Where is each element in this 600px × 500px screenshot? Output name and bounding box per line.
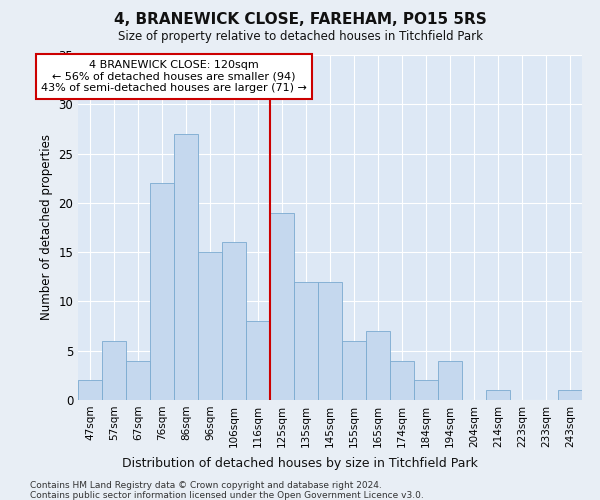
Bar xyxy=(198,252,222,400)
Text: Size of property relative to detached houses in Titchfield Park: Size of property relative to detached ho… xyxy=(118,30,482,43)
Bar xyxy=(150,183,174,400)
Bar xyxy=(366,331,390,400)
Bar xyxy=(102,341,126,400)
Bar xyxy=(318,282,342,400)
Bar xyxy=(390,360,414,400)
Bar xyxy=(486,390,510,400)
Bar xyxy=(438,360,462,400)
Bar xyxy=(342,341,366,400)
Bar xyxy=(246,321,270,400)
Text: Contains HM Land Registry data © Crown copyright and database right 2024.: Contains HM Land Registry data © Crown c… xyxy=(30,481,382,490)
Y-axis label: Number of detached properties: Number of detached properties xyxy=(40,134,53,320)
Bar xyxy=(222,242,246,400)
Text: Contains public sector information licensed under the Open Government Licence v3: Contains public sector information licen… xyxy=(30,491,424,500)
Text: Distribution of detached houses by size in Titchfield Park: Distribution of detached houses by size … xyxy=(122,458,478,470)
Bar xyxy=(78,380,102,400)
Bar xyxy=(414,380,438,400)
Bar xyxy=(294,282,318,400)
Text: 4, BRANEWICK CLOSE, FAREHAM, PO15 5RS: 4, BRANEWICK CLOSE, FAREHAM, PO15 5RS xyxy=(113,12,487,28)
Bar xyxy=(126,360,150,400)
Bar xyxy=(558,390,582,400)
Text: 4 BRANEWICK CLOSE: 120sqm
← 56% of detached houses are smaller (94)
43% of semi-: 4 BRANEWICK CLOSE: 120sqm ← 56% of detac… xyxy=(41,60,307,93)
Bar xyxy=(270,212,294,400)
Bar xyxy=(174,134,198,400)
